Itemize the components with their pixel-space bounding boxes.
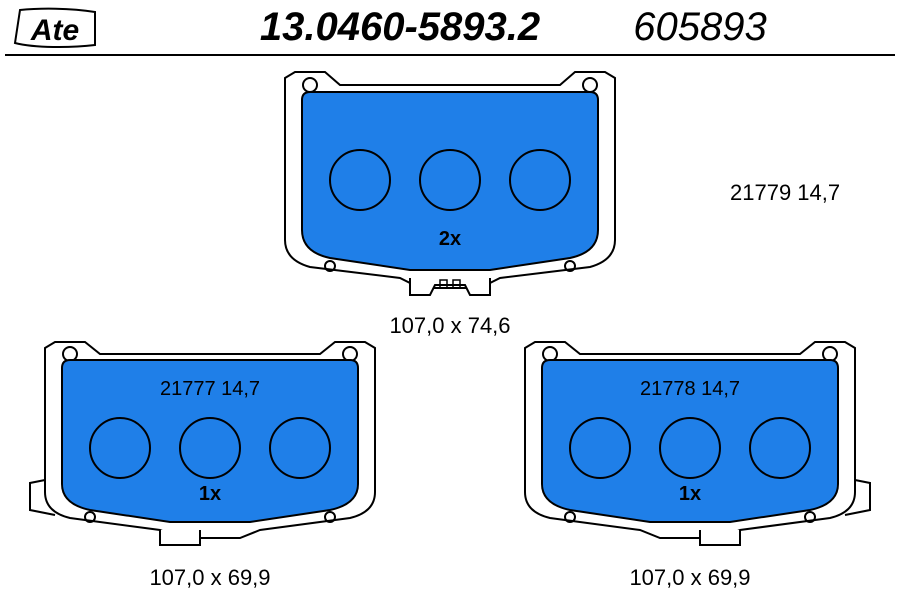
- pad-right-dim: 107,0 x 69,9: [629, 565, 750, 590]
- part-number-alt: 605893: [633, 5, 766, 49]
- header: Ate 13.0460-5893.2 605893: [5, 5, 895, 55]
- wva-label: 21777 14,7: [160, 378, 260, 400]
- qty-label: 1x: [199, 483, 221, 505]
- qty-label: 1x: [679, 483, 701, 505]
- part-number-main: 13.0460-5893.2: [260, 5, 540, 49]
- pad-top-wva: 21779 14,7: [730, 180, 840, 205]
- pad-left: 21777 14,7 1x: [30, 342, 375, 545]
- wva-label: 21778 14,7: [640, 378, 740, 400]
- qty-label: 2x: [439, 228, 461, 250]
- brand-logo: Ate: [15, 9, 95, 47]
- logo-text: Ate: [30, 14, 79, 47]
- pad-top: 2x: [285, 72, 615, 295]
- pad-left-dim: 107,0 x 69,9: [149, 565, 270, 590]
- brake-pad-diagram: Ate 13.0460-5893.2 605893 2x 21779 14,7 …: [0, 0, 900, 599]
- pad-top-dim: 107,0 x 74,6: [389, 313, 510, 338]
- pad-right: 21778 14,7 1x: [525, 342, 870, 545]
